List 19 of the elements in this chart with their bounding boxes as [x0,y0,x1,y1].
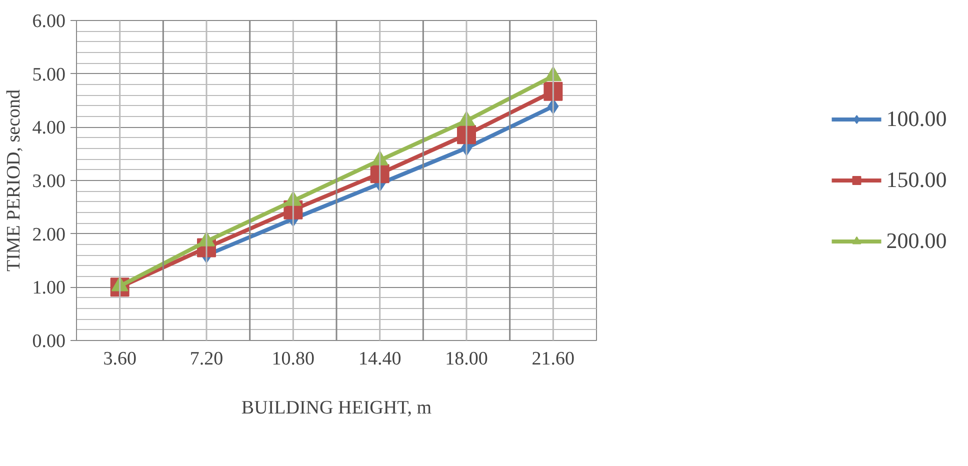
y-tick-label: 4.00 [32,118,66,139]
y-axis-title: TIME PERIOD, second [3,88,24,272]
y-tick-label: 6.00 [32,11,66,32]
x-tick-label: 3.60 [103,348,136,370]
y-tick-label: 2.00 [32,224,66,246]
y-tick-label: 3.00 [32,171,66,192]
point [544,82,563,101]
legend-label: 200.00 [886,228,947,254]
x-tick-label: 7.20 [190,348,224,370]
x-tick-label: 21.60 [532,348,575,370]
y-tick-label: 1.00 [32,278,66,299]
x-tick-label: 18.00 [445,348,488,370]
legend-label: 100.00 [886,106,947,132]
legend-label: 150.00 [886,167,947,193]
x-tick-label: 10.80 [272,348,315,370]
x-tick-label: 14.40 [358,348,402,370]
x-axis-title: BUILDING HEIGHT, m [241,398,432,418]
y-tick-label: 5.00 [32,64,66,86]
y-tick-label: 0.00 [32,331,66,352]
